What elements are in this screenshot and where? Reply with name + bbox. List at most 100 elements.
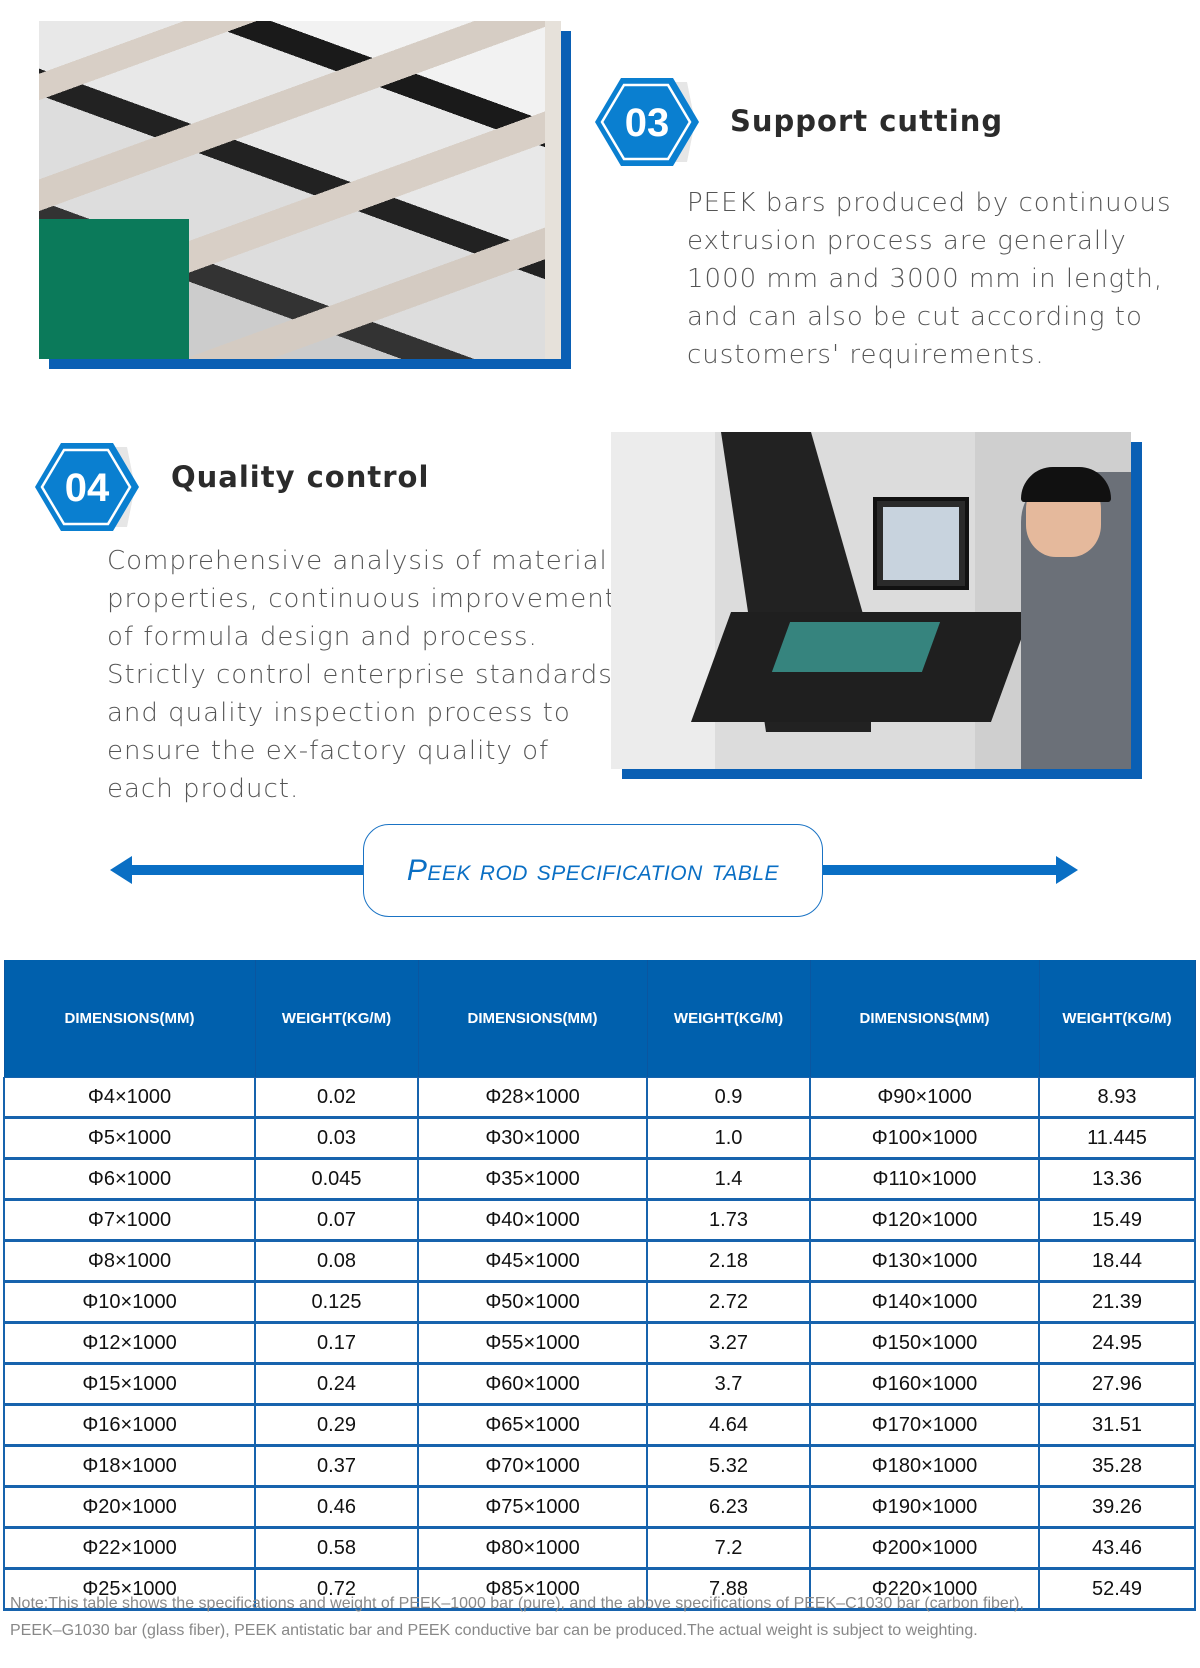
weight-cell: 3.7 bbox=[646, 1363, 811, 1406]
dimension-cell: Φ160×1000 bbox=[809, 1363, 1040, 1406]
weight-cell: 43.46 bbox=[1038, 1527, 1196, 1570]
feature-description: PEEK bars produced by continuous extrusi… bbox=[687, 188, 1172, 370]
dimension-cell: Φ75×1000 bbox=[417, 1486, 648, 1529]
weight-cell: 13.36 bbox=[1038, 1158, 1196, 1201]
weight-cell: 3.27 bbox=[646, 1322, 811, 1365]
weight-cell: 52.49 bbox=[1038, 1568, 1196, 1611]
dimension-cell: Φ8×1000 bbox=[3, 1240, 256, 1283]
weight-cell: 0.045 bbox=[254, 1158, 419, 1201]
table-row: Φ25×1000 0.72 Φ85×1000 7.88 Φ220×1000 52.49 bbox=[3, 1568, 1196, 1611]
weight-cell: 7.88 bbox=[646, 1568, 811, 1611]
dimension-cell: Φ15×1000 bbox=[3, 1363, 256, 1406]
dimension-cell: Φ16×1000 bbox=[3, 1404, 256, 1447]
weight-cell: 39.26 bbox=[1038, 1486, 1196, 1529]
dimension-cell: Φ140×1000 bbox=[809, 1281, 1040, 1324]
weight-cell: 31.51 bbox=[1038, 1404, 1196, 1447]
weight-cell: 7.2 bbox=[646, 1527, 811, 1570]
table-row: Φ7×1000 0.07 Φ40×1000 1.73 Φ120×1000 15.49 bbox=[3, 1199, 1196, 1242]
dimension-cell: Φ130×1000 bbox=[809, 1240, 1040, 1283]
svg-text:03: 03 bbox=[625, 101, 670, 145]
table-row: Φ15×1000 0.24 Φ60×1000 3.7 Φ160×1000 27.96 bbox=[3, 1363, 1196, 1406]
dimension-cell: Φ5×1000 bbox=[3, 1117, 256, 1160]
dimension-cell: Φ90×1000 bbox=[809, 1077, 1040, 1119]
weight-cell: 0.17 bbox=[254, 1322, 419, 1365]
dimension-cell: Φ80×1000 bbox=[417, 1527, 648, 1570]
dimension-cell: Φ50×1000 bbox=[417, 1281, 648, 1324]
dimension-cell: Φ70×1000 bbox=[417, 1445, 648, 1488]
column-header: DIMENSIONS(MM) bbox=[3, 960, 256, 1078]
dimension-cell: Φ100×1000 bbox=[809, 1117, 1040, 1160]
dimension-cell: Φ40×1000 bbox=[417, 1199, 648, 1242]
badge-03-hexagon-icon: 03 bbox=[595, 78, 699, 166]
weight-cell: 2.18 bbox=[646, 1240, 811, 1283]
dimension-cell: Φ20×1000 bbox=[3, 1486, 256, 1529]
peek-rods-photo bbox=[39, 21, 561, 359]
column-header: WEIGHT(KG/M) bbox=[646, 960, 811, 1078]
dimension-cell: Φ18×1000 bbox=[3, 1445, 256, 1488]
column-header: DIMENSIONS(MM) bbox=[809, 960, 1040, 1078]
dimension-cell: Φ30×1000 bbox=[417, 1117, 648, 1160]
dimension-cell: Φ4×1000 bbox=[3, 1077, 256, 1119]
weight-cell: 0.125 bbox=[254, 1281, 419, 1324]
column-header: WEIGHT(KG/M) bbox=[1038, 960, 1196, 1078]
weight-cell: 21.39 bbox=[1038, 1281, 1196, 1324]
column-header: DIMENSIONS(MM) bbox=[417, 960, 648, 1078]
dimension-cell: Φ110×1000 bbox=[809, 1158, 1040, 1201]
dimension-cell: Φ85×1000 bbox=[417, 1568, 648, 1611]
weight-cell: 4.64 bbox=[646, 1404, 811, 1447]
badge-04-hexagon-icon: 04 bbox=[35, 443, 139, 531]
feature-title: Support cutting bbox=[730, 104, 1004, 138]
weight-cell: 0.08 bbox=[254, 1240, 419, 1283]
dimension-cell: Φ60×1000 bbox=[417, 1363, 648, 1406]
table-row: Φ8×1000 0.08 Φ45×1000 2.18 Φ130×1000 18.44 bbox=[3, 1240, 1196, 1283]
table-note: Note:This table shows the specifications… bbox=[10, 1595, 1024, 1639]
table-row: Φ6×1000 0.045 Φ35×1000 1.4 Φ110×1000 13.36 bbox=[3, 1158, 1196, 1201]
weight-cell: 0.72 bbox=[254, 1568, 419, 1611]
dimension-cell: Φ22×1000 bbox=[3, 1527, 256, 1570]
weight-cell: 5.32 bbox=[646, 1445, 811, 1488]
weight-cell: 35.28 bbox=[1038, 1445, 1196, 1488]
weight-cell: 0.02 bbox=[254, 1077, 419, 1119]
weight-cell: 0.03 bbox=[254, 1117, 419, 1160]
weight-cell: 2.72 bbox=[646, 1281, 811, 1324]
dimension-cell: Φ150×1000 bbox=[809, 1322, 1040, 1365]
weight-cell: 27.96 bbox=[1038, 1363, 1196, 1406]
spec-table: DIMENSIONS(MM) WEIGHT(KG/M) DIMENSIONS(M… bbox=[3, 960, 1196, 1611]
table-row: Φ4×1000 0.02 Φ28×1000 0.9 Φ90×1000 8.93 bbox=[3, 1077, 1196, 1119]
column-header: WEIGHT(KG/M) bbox=[254, 960, 419, 1078]
weight-cell: 1.73 bbox=[646, 1199, 811, 1242]
weight-cell: 0.07 bbox=[254, 1199, 419, 1242]
table-title-banner: Peek rod specification table bbox=[363, 824, 823, 917]
weight-cell: 0.9 bbox=[646, 1077, 811, 1119]
table-row: Φ12×1000 0.17 Φ55×1000 3.27 Φ150×1000 24.95 bbox=[3, 1322, 1196, 1365]
weight-cell: 15.49 bbox=[1038, 1199, 1196, 1242]
table-row: Φ20×1000 0.46 Φ75×1000 6.23 Φ190×1000 39.26 bbox=[3, 1486, 1196, 1529]
feature-description: Comprehensive analysis of material prope… bbox=[107, 546, 616, 804]
weight-cell: 8.93 bbox=[1038, 1077, 1196, 1119]
dimension-cell: Φ170×1000 bbox=[809, 1404, 1040, 1447]
dimension-cell: Φ7×1000 bbox=[3, 1199, 256, 1242]
dimension-cell: Φ12×1000 bbox=[3, 1322, 256, 1365]
weight-cell: 0.37 bbox=[254, 1445, 419, 1488]
table-row: Φ5×1000 0.03 Φ30×1000 1.0 Φ100×1000 11.445 bbox=[3, 1117, 1196, 1160]
dimension-cell: Φ45×1000 bbox=[417, 1240, 648, 1283]
dimension-cell: Φ25×1000 bbox=[3, 1568, 256, 1611]
table-row: Φ22×1000 0.58 Φ80×1000 7.2 Φ200×1000 43.46 bbox=[3, 1527, 1196, 1570]
dimension-cell: Φ200×1000 bbox=[809, 1527, 1040, 1570]
dimension-cell: Φ10×1000 bbox=[3, 1281, 256, 1324]
dimension-cell: Φ190×1000 bbox=[809, 1486, 1040, 1529]
weight-cell: 0.58 bbox=[254, 1527, 419, 1570]
weight-cell: 24.95 bbox=[1038, 1322, 1196, 1365]
weight-cell: 0.46 bbox=[254, 1486, 419, 1529]
table-row: Φ16×1000 0.29 Φ65×1000 4.64 Φ170×1000 31.51 bbox=[3, 1404, 1196, 1447]
table-row: Φ18×1000 0.37 Φ70×1000 5.32 Φ180×1000 35.28 bbox=[3, 1445, 1196, 1488]
dimension-cell: Φ6×1000 bbox=[3, 1158, 256, 1201]
dimension-cell: Φ120×1000 bbox=[809, 1199, 1040, 1242]
dimension-cell: Φ65×1000 bbox=[417, 1404, 648, 1447]
table-header-row: DIMENSIONS(MM) WEIGHT(KG/M) DIMENSIONS(M… bbox=[3, 960, 1196, 1078]
svg-text:04: 04 bbox=[65, 466, 110, 510]
dimension-cell: Φ220×1000 bbox=[809, 1568, 1040, 1611]
weight-cell: 0.24 bbox=[254, 1363, 419, 1406]
dimension-cell: Φ35×1000 bbox=[417, 1158, 648, 1201]
table-title: Peek rod specification table bbox=[406, 853, 780, 887]
